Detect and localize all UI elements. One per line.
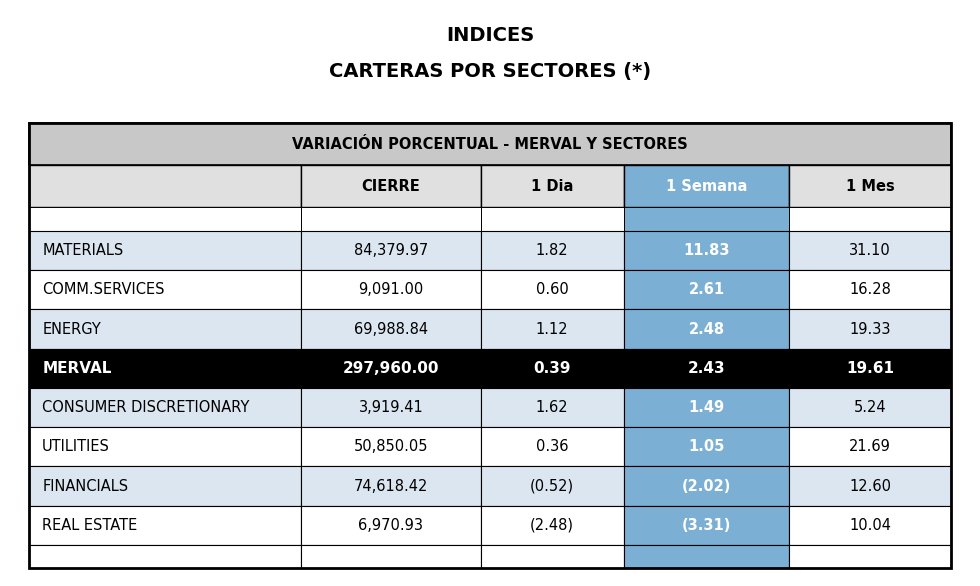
Text: 31.10: 31.10: [849, 243, 891, 258]
Text: 1.82: 1.82: [536, 243, 568, 258]
Text: 19.61: 19.61: [846, 361, 894, 376]
Text: 2.61: 2.61: [688, 282, 724, 297]
Text: (2.48): (2.48): [530, 518, 574, 533]
Text: CIERRE: CIERRE: [362, 179, 420, 194]
Text: 1.05: 1.05: [688, 440, 724, 454]
Text: REAL ESTATE: REAL ESTATE: [42, 518, 137, 533]
Text: 2.48: 2.48: [688, 322, 724, 336]
Text: 1.49: 1.49: [688, 400, 724, 415]
Text: 16.28: 16.28: [849, 282, 891, 297]
Text: 297,960.00: 297,960.00: [343, 361, 439, 376]
Text: MERVAL: MERVAL: [42, 361, 112, 376]
Text: 10.04: 10.04: [849, 518, 891, 533]
Text: 5.24: 5.24: [854, 400, 886, 415]
Text: 0.39: 0.39: [533, 361, 571, 376]
Text: 19.33: 19.33: [850, 322, 891, 336]
Text: 11.83: 11.83: [683, 243, 730, 258]
Text: 1.12: 1.12: [536, 322, 568, 336]
Text: INDICES: INDICES: [446, 26, 534, 45]
Text: CONSUMER DISCRETIONARY: CONSUMER DISCRETIONARY: [42, 400, 250, 415]
Text: 1.62: 1.62: [536, 400, 568, 415]
Text: 1 Semana: 1 Semana: [665, 179, 747, 194]
Text: VARIACIÓN PORCENTUAL - MERVAL Y SECTORES: VARIACIÓN PORCENTUAL - MERVAL Y SECTORES: [292, 137, 688, 152]
Text: 0.60: 0.60: [536, 282, 568, 297]
Text: UTILITIES: UTILITIES: [42, 440, 110, 454]
Text: ENERGY: ENERGY: [42, 322, 101, 336]
Text: (0.52): (0.52): [530, 479, 574, 493]
Text: 84,379.97: 84,379.97: [354, 243, 428, 258]
Text: (3.31): (3.31): [682, 518, 731, 533]
Text: (2.02): (2.02): [682, 479, 731, 493]
Text: 12.60: 12.60: [849, 479, 891, 493]
Text: 69,988.84: 69,988.84: [354, 322, 428, 336]
Text: 1 Mes: 1 Mes: [846, 179, 895, 194]
Text: MATERIALS: MATERIALS: [42, 243, 123, 258]
Text: 3,919.41: 3,919.41: [359, 400, 423, 415]
Text: FINANCIALS: FINANCIALS: [42, 479, 128, 493]
Text: COMM.SERVICES: COMM.SERVICES: [42, 282, 165, 297]
Text: 2.43: 2.43: [688, 361, 725, 376]
Text: 9,091.00: 9,091.00: [359, 282, 423, 297]
Text: 74,618.42: 74,618.42: [354, 479, 428, 493]
Text: 6,970.93: 6,970.93: [359, 518, 423, 533]
Text: CARTERAS POR SECTORES (*): CARTERAS POR SECTORES (*): [329, 62, 651, 80]
Text: 21.69: 21.69: [849, 440, 891, 454]
Text: 1 Dia: 1 Dia: [531, 179, 573, 194]
Text: 0.36: 0.36: [536, 440, 568, 454]
Text: 50,850.05: 50,850.05: [354, 440, 428, 454]
